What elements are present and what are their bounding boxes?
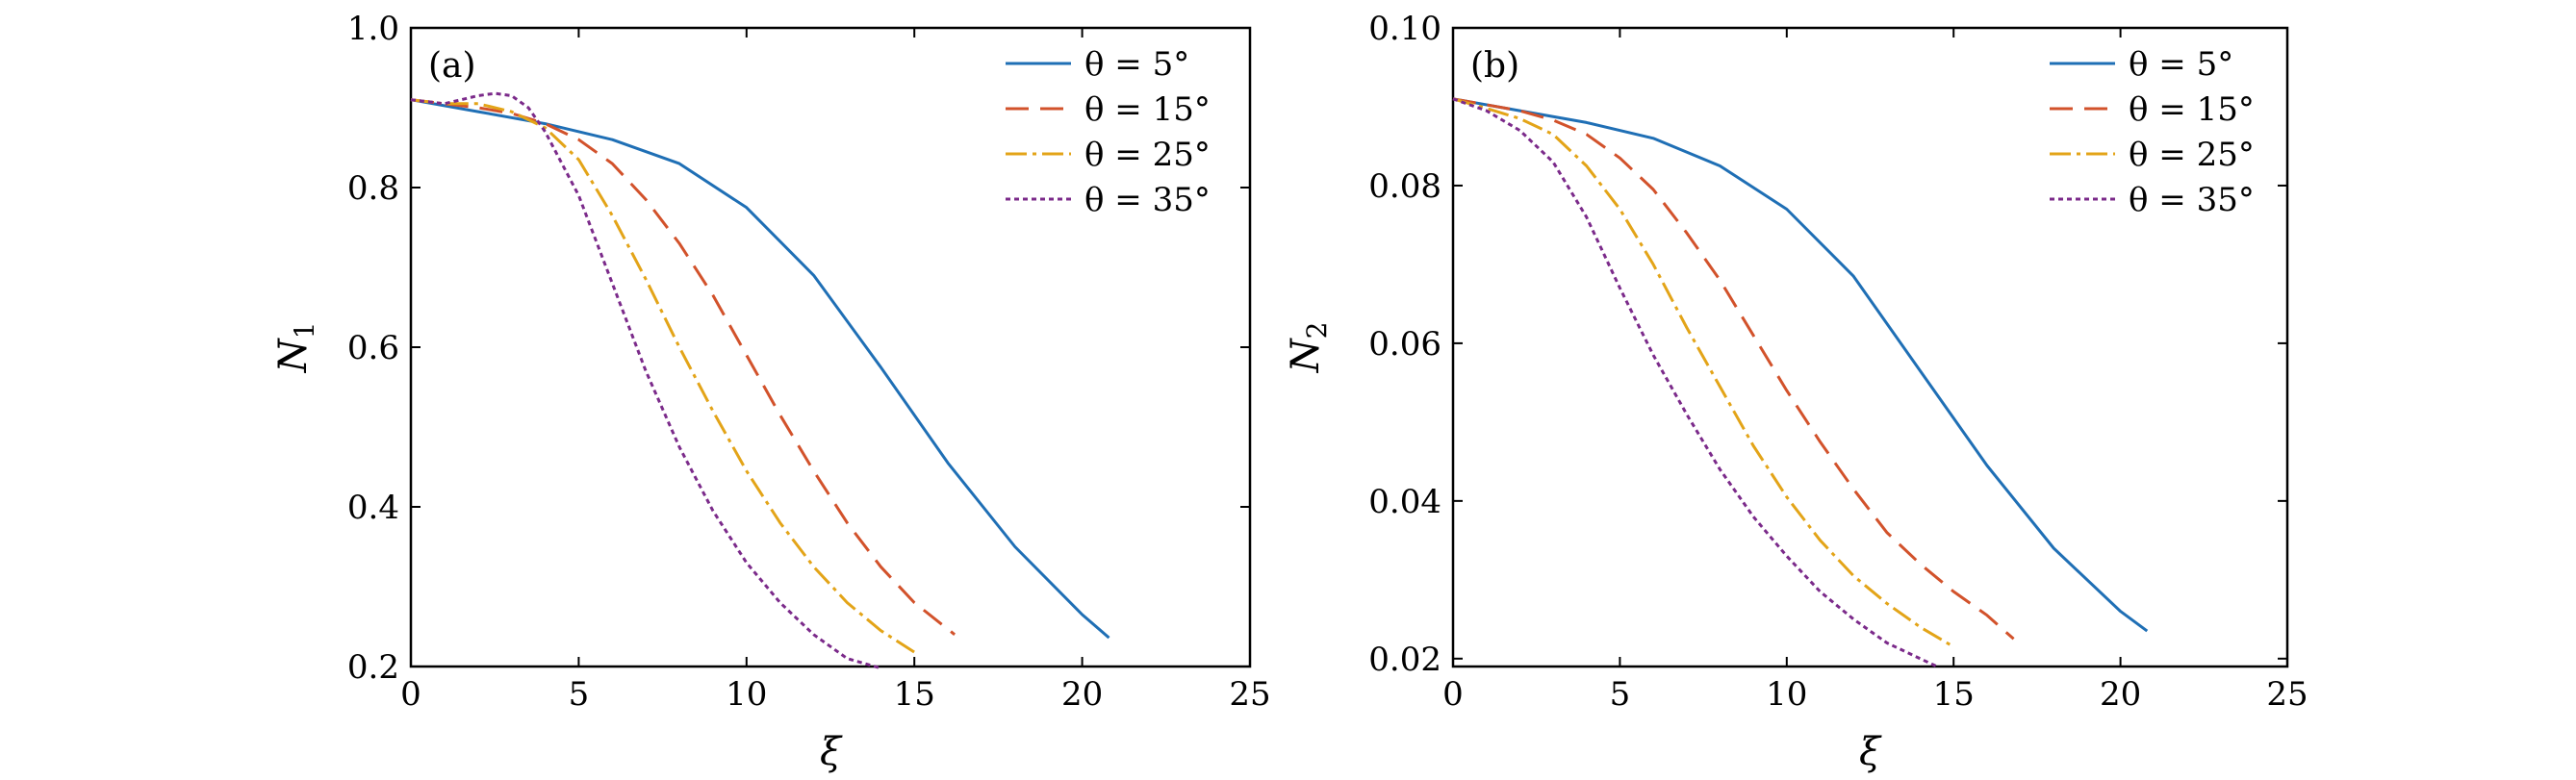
y-axis-label-sub-a: 1 [289,322,320,340]
plot-frame-b [1451,26,2289,668]
series-line-a-1 [410,98,1110,640]
series-line-a-4 [410,91,881,670]
series-line-b-1 [1452,97,2149,633]
legend-label-b-2: θ = 15° [2129,90,2255,129]
legend-label-a-4: θ = 35° [1084,181,1211,219]
x-tick-label-a-3: 15 [894,675,935,714]
x-tick-label-a-5: 25 [1229,675,1270,714]
x-ticks-b: 0 5 10 15 20 25 [1442,28,2308,714]
y-ticks-a: 0.2 0.4 0.6 0.8 1.0 [347,10,1250,687]
legend-label-b-3: θ = 25° [2129,136,2255,174]
y-axis-label-main-b: N [1284,337,1328,373]
y-tick-label-a-2: 0.6 [347,329,399,367]
chart-panel-b: 0 5 10 15 20 25 0.02 0.04 0.06 0.08 0.10 (b) ξ N2… [1284,10,2308,774]
series-layer-b [1452,97,2149,668]
panel-tag-a: (a) [428,46,476,86]
legend-label-a-1: θ = 5° [1084,45,1189,84]
legend-label-b-1: θ = 5° [2129,45,2233,84]
x-ticks-a: 0 5 10 15 20 25 [400,28,1271,714]
panel-tag-b: (b) [1470,46,1519,86]
series-line-b-3 [1452,97,1954,648]
y-tick-label-b-4: 0.10 [1368,10,1441,48]
y-axis-label-b: N2 [1284,322,1333,374]
series-line-a-2 [410,98,956,636]
series-line-b-4 [1452,97,1938,668]
y-tick-label-a-3: 0.8 [347,169,399,208]
y-tick-label-b-0: 0.02 [1368,641,1441,679]
x-tick-label-b-3: 15 [1933,675,1975,714]
y-axis-label-main-a: N [271,337,316,373]
x-tick-label-b-1: 5 [1610,675,1631,714]
series-line-a-3 [410,98,916,654]
x-tick-label-b-4: 20 [2100,675,2141,714]
x-tick-label-b-5: 25 [2266,675,2308,714]
y-axis-label-a: N1 [271,322,320,374]
legend-label-a-3: θ = 25° [1084,136,1211,174]
x-tick-label-a-0: 0 [400,675,421,714]
x-tick-label-a-2: 10 [726,675,767,714]
legend-a: θ = 5° θ = 15° θ = 25° θ = 35° [1006,45,1211,219]
x-tick-label-b-0: 0 [1442,675,1464,714]
x-axis-label-a: ξ [820,730,843,774]
y-tick-label-b-2: 0.06 [1368,325,1441,364]
y-tick-label-a-4: 1.0 [347,10,399,48]
legend-label-a-2: θ = 15° [1084,90,1211,129]
series-layer-a [410,91,1110,670]
y-tick-label-b-1: 0.04 [1368,483,1441,521]
y-axis-label-sub-b: 2 [1301,322,1333,340]
chart-panel-a: 0 5 10 15 20 25 0.2 0.4 0.6 0.8 1.0 (a) ξ N1 θ = … [271,10,1271,774]
y-tick-label-b-3: 0.08 [1368,167,1441,206]
x-tick-label-a-4: 20 [1061,675,1103,714]
legend-label-b-4: θ = 35° [2129,181,2255,219]
x-axis-label-b: ξ [1859,730,1882,774]
y-tick-label-a-1: 0.4 [347,489,399,527]
x-tick-label-b-2: 10 [1766,675,1807,714]
y-tick-label-a-0: 0.2 [347,648,399,687]
legend-b: θ = 5° θ = 15° θ = 25° θ = 35° [2050,45,2255,219]
y-ticks-b: 0.02 0.04 0.06 0.08 0.10 [1368,10,2287,679]
series-line-b-2 [1452,97,2015,641]
x-tick-label-a-1: 5 [569,675,590,714]
